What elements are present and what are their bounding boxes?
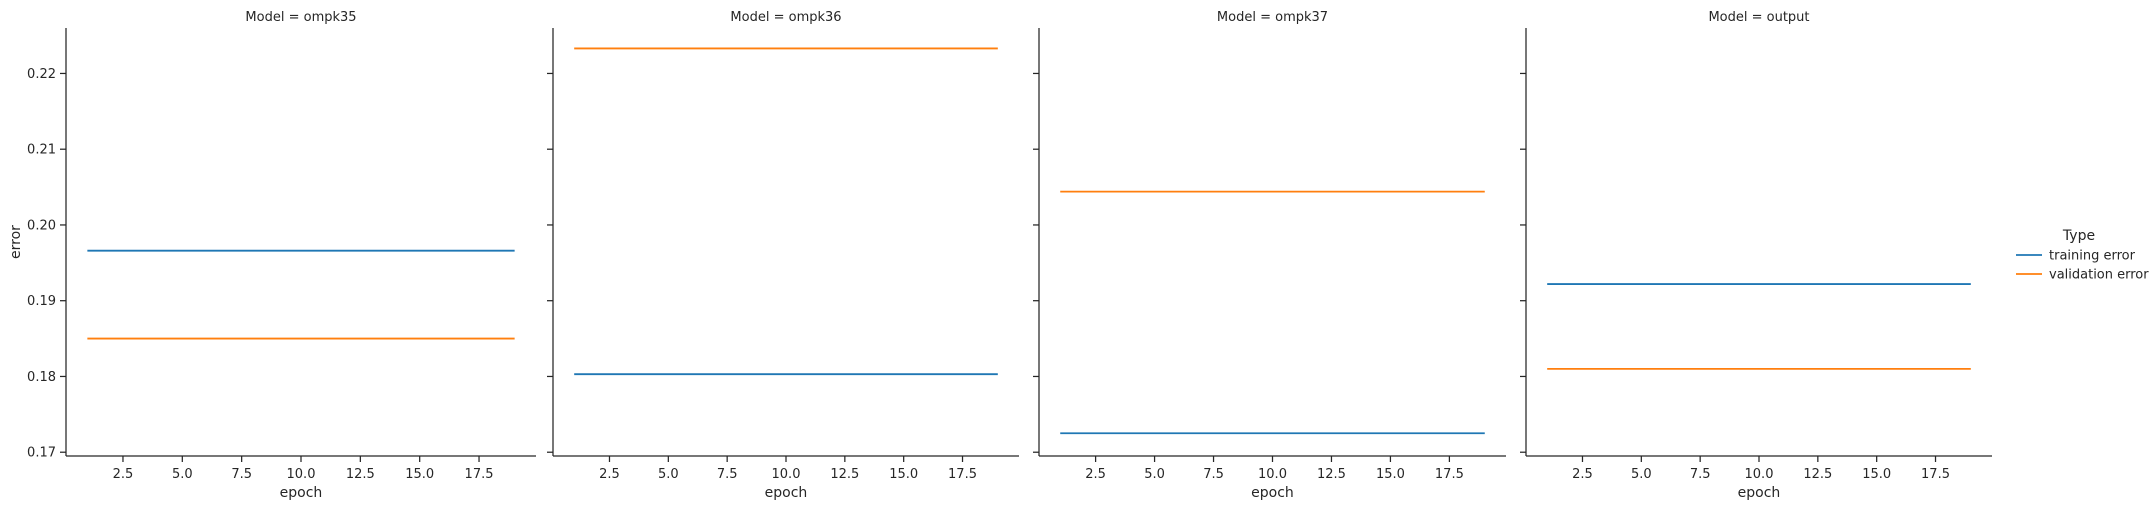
x-tick-label: 10.0 <box>1745 467 1774 482</box>
x-axis-label: epoch <box>1738 485 1781 501</box>
x-tick-label: 12.5 <box>346 467 375 482</box>
facet-title: Model = output <box>1708 10 1809 25</box>
facet-panel-4: Model = output 2.5 5.0 7.5 10.0 12.5 15.0 17.5 e… <box>1520 10 1992 501</box>
x-tick-label: 2.5 <box>599 467 620 482</box>
x-tick-label: 15.0 <box>1862 467 1891 482</box>
facet-title: Model = ompk35 <box>245 10 356 25</box>
facet-title: Model = ompk36 <box>730 10 841 25</box>
x-tick-label: 7.5 <box>1203 467 1224 482</box>
x-tick-label: 2.5 <box>1572 467 1593 482</box>
x-tick-label: 5.0 <box>658 467 679 482</box>
x-tick-label: 2.5 <box>113 467 134 482</box>
y-tick-label: 0.19 <box>27 294 56 309</box>
facet-panel-2: Model = ompk36 2.5 5.0 7.5 10.0 12.5 15.0 17.5 e… <box>547 10 1019 501</box>
legend-title: Type <box>2062 228 2095 244</box>
x-tick-label: 2.5 <box>1085 467 1106 482</box>
x-tick-label: 17.5 <box>1921 467 1950 482</box>
facet-panel-1: Model = ompk35 0.17 0.18 0.19 0.20 0.21 0.22 2.… <box>27 10 536 501</box>
x-tick-label: 15.0 <box>405 467 434 482</box>
facet-panel-3: Model = ompk37 2.5 5.0 7.5 10.0 12.5 15.0 17.5 e… <box>1033 10 1506 501</box>
x-tick-label: 17.5 <box>1435 467 1464 482</box>
y-tick-label: 0.20 <box>27 218 56 233</box>
x-tick-label: 7.5 <box>231 467 252 482</box>
x-tick-label: 5.0 <box>1631 467 1652 482</box>
x-tick-label: 5.0 <box>1144 467 1165 482</box>
x-tick-label: 10.0 <box>287 467 316 482</box>
y-axis-label: error <box>8 225 24 259</box>
x-tick-label: 17.5 <box>465 467 494 482</box>
x-tick-label: 10.0 <box>1258 467 1287 482</box>
x-tick-label: 12.5 <box>1317 467 1346 482</box>
x-tick-label: 7.5 <box>1690 467 1711 482</box>
x-axis-label: epoch <box>765 485 808 501</box>
y-tick-label: 0.18 <box>27 370 56 385</box>
legend-entry-label: training error <box>2049 249 2136 264</box>
y-tick-label: 0.17 <box>27 446 56 461</box>
legend: Type training error validation error <box>2016 228 2149 283</box>
x-tick-label: 15.0 <box>1376 467 1405 482</box>
x-tick-label: 5.0 <box>172 467 193 482</box>
x-axis-label: epoch <box>1251 485 1294 501</box>
legend-entry-label: validation error <box>2049 268 2149 283</box>
y-tick-label: 0.22 <box>27 67 56 82</box>
facets: Model = ompk35 0.17 0.18 0.19 0.20 0.21 0.22 2.… <box>8 10 1992 501</box>
x-tick-label: 12.5 <box>1803 467 1832 482</box>
x-tick-label: 12.5 <box>830 467 859 482</box>
x-tick-label: 17.5 <box>948 467 977 482</box>
x-axis-label: epoch <box>280 485 323 501</box>
x-tick-label: 15.0 <box>889 467 918 482</box>
facet-title: Model = ompk37 <box>1217 10 1328 25</box>
x-tick-label: 7.5 <box>717 467 738 482</box>
x-tick-label: 10.0 <box>772 467 801 482</box>
y-tick-label: 0.21 <box>27 143 56 158</box>
